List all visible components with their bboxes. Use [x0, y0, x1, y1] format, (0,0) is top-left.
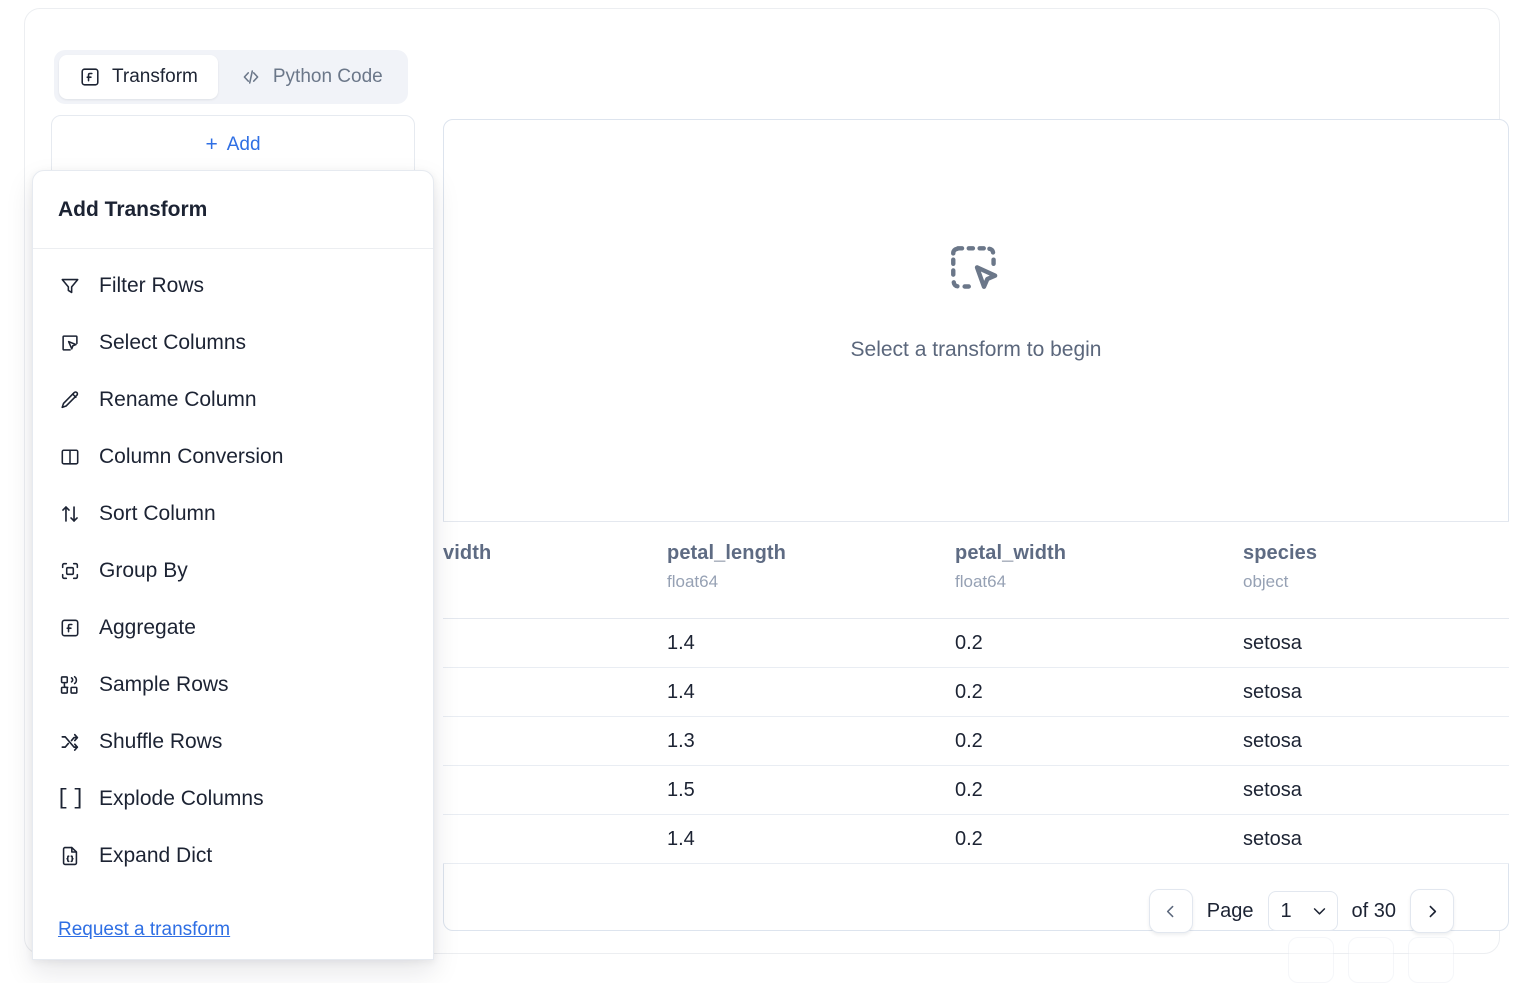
menu-item-select-columns[interactable]: Select Columns	[33, 314, 433, 371]
cell-petal-length: 1.4	[667, 814, 955, 864]
menu-item-sample-rows[interactable]: Sample Rows	[33, 656, 433, 713]
select-cursor-box-icon	[58, 331, 82, 355]
tab-transform-label: Transform	[112, 66, 198, 87]
cell-partial	[443, 716, 667, 766]
cell-species: setosa	[1243, 765, 1509, 815]
menu-item-filter-rows[interactable]: Filter Rows	[33, 257, 433, 314]
menu-item-label: Aggregate	[99, 615, 196, 639]
table-row: 1.3 0.2 setosa	[443, 716, 1509, 766]
table-row: 1.4 0.2 setosa	[443, 667, 1509, 717]
page-total-label: of 30	[1351, 899, 1396, 922]
column-header-partial[interactable]: vidth	[443, 521, 667, 619]
cell-petal-width: 0.2	[955, 667, 1243, 717]
plus-icon: +	[205, 133, 218, 156]
next-page-button[interactable]	[1410, 889, 1454, 933]
ghost-button	[1288, 937, 1334, 983]
ghost-button	[1348, 937, 1394, 983]
chevron-right-icon	[1424, 903, 1441, 920]
add-transform-menu-title: Add Transform	[58, 197, 208, 221]
menu-item-sort-column[interactable]: Sort Column	[33, 485, 433, 542]
pagination-ghost-row	[1288, 937, 1454, 983]
cell-petal-width: 0.2	[955, 765, 1243, 815]
menu-item-label: Explode Columns	[99, 786, 264, 810]
add-transform-menu-header: Add Transform	[33, 171, 433, 249]
table-header-row: vidth petal_length float64 petal_width f…	[443, 521, 1509, 619]
cell-species: setosa	[1243, 618, 1509, 668]
file-braces-icon	[58, 844, 82, 868]
menu-item-label: Shuffle Rows	[99, 729, 223, 753]
menu-item-explode-columns[interactable]: [ ] Explode Columns	[33, 770, 433, 827]
menu-item-label: Select Columns	[99, 330, 247, 354]
menu-item-column-conversion[interactable]: Column Conversion	[33, 428, 433, 485]
add-transform-menu-list: Filter Rows Select Columns Rename Column	[33, 249, 433, 884]
menu-item-label: Sort Column	[99, 501, 216, 525]
column-header-petal-length[interactable]: petal_length float64	[667, 521, 955, 619]
columns-icon	[58, 445, 82, 469]
add-transform-label: Add	[226, 133, 261, 155]
menu-item-label: Group By	[99, 558, 188, 582]
tab-bar: Transform Python Code	[54, 50, 408, 104]
dashed-box-cursor-icon	[945, 240, 1007, 302]
cell-petal-width: 0.2	[955, 814, 1243, 864]
menu-item-aggregate[interactable]: Aggregate	[33, 599, 433, 656]
ghost-button	[1408, 937, 1454, 983]
menu-item-shuffle-rows[interactable]: Shuffle Rows	[33, 713, 433, 770]
cell-petal-length: 1.5	[667, 765, 955, 815]
cell-partial	[443, 618, 667, 668]
column-header-species[interactable]: species object	[1243, 521, 1509, 619]
menu-item-group-by[interactable]: Group By	[33, 542, 433, 599]
cell-petal-length: 1.3	[667, 716, 955, 766]
add-transform-menu-footer: Request a transform	[33, 901, 433, 959]
cell-species: setosa	[1243, 667, 1509, 717]
table-row: 1.4 0.2 setosa	[443, 814, 1509, 864]
empty-state: Select a transform to begin	[444, 240, 1508, 362]
table-row: 1.4 0.2 setosa	[443, 618, 1509, 668]
add-transform-button[interactable]: + Add	[52, 116, 414, 174]
data-preview-table: vidth petal_length float64 petal_width f…	[443, 521, 1509, 864]
square-brackets-icon: [ ]	[56, 786, 85, 811]
add-transform-menu: Add Transform Filter Rows Select Columns	[32, 170, 434, 960]
menu-item-label: Column Conversion	[99, 444, 284, 468]
pagination: Page 1 of 30	[1148, 889, 1454, 933]
menu-item-rename-column[interactable]: Rename Column	[33, 371, 433, 428]
group-scan-icon	[58, 559, 82, 583]
request-a-transform-link[interactable]: Request a transform	[58, 919, 231, 940]
table-row: 1.5 0.2 setosa	[443, 765, 1509, 815]
chevron-down-icon	[1311, 903, 1328, 920]
code-brackets-icon	[240, 66, 262, 88]
sample-rows-icon	[58, 673, 82, 697]
pencil-icon	[58, 388, 82, 412]
cell-petal-width: 0.2	[955, 618, 1243, 668]
cell-petal-width: 0.2	[955, 716, 1243, 766]
cell-species: setosa	[1243, 716, 1509, 766]
function-box-icon	[79, 66, 101, 88]
menu-item-expand-dict[interactable]: Expand Dict	[33, 827, 433, 884]
cell-partial	[443, 765, 667, 815]
tab-transform[interactable]: Transform	[59, 55, 218, 99]
cell-petal-length: 1.4	[667, 618, 955, 668]
menu-item-label: Expand Dict	[99, 843, 213, 867]
tab-python-code[interactable]: Python Code	[220, 55, 403, 99]
menu-item-label: Rename Column	[99, 387, 257, 411]
cell-partial	[443, 667, 667, 717]
arrows-up-down-icon	[58, 502, 82, 526]
empty-state-text: Select a transform to begin	[850, 338, 1102, 361]
menu-item-label: Sample Rows	[99, 672, 229, 696]
cell-species: setosa	[1243, 814, 1509, 864]
function-box-icon	[58, 616, 82, 640]
prev-page-button[interactable]	[1148, 889, 1193, 933]
shuffle-icon	[58, 730, 82, 754]
cell-petal-length: 1.4	[667, 667, 955, 717]
page-select[interactable]: 1	[1267, 891, 1338, 931]
menu-item-label: Filter Rows	[99, 273, 205, 297]
table-body: 1.4 0.2 setosa 1.4 0.2 setosa 1.3 0.2 se…	[443, 618, 1509, 864]
tab-python-code-label: Python Code	[272, 66, 383, 87]
page-label: Page	[1206, 899, 1254, 922]
funnel-icon	[58, 274, 82, 298]
page-select-value: 1	[1280, 899, 1292, 922]
chevron-left-icon	[1162, 903, 1179, 920]
cell-partial	[443, 814, 667, 864]
column-header-petal-width[interactable]: petal_width float64	[955, 521, 1243, 619]
